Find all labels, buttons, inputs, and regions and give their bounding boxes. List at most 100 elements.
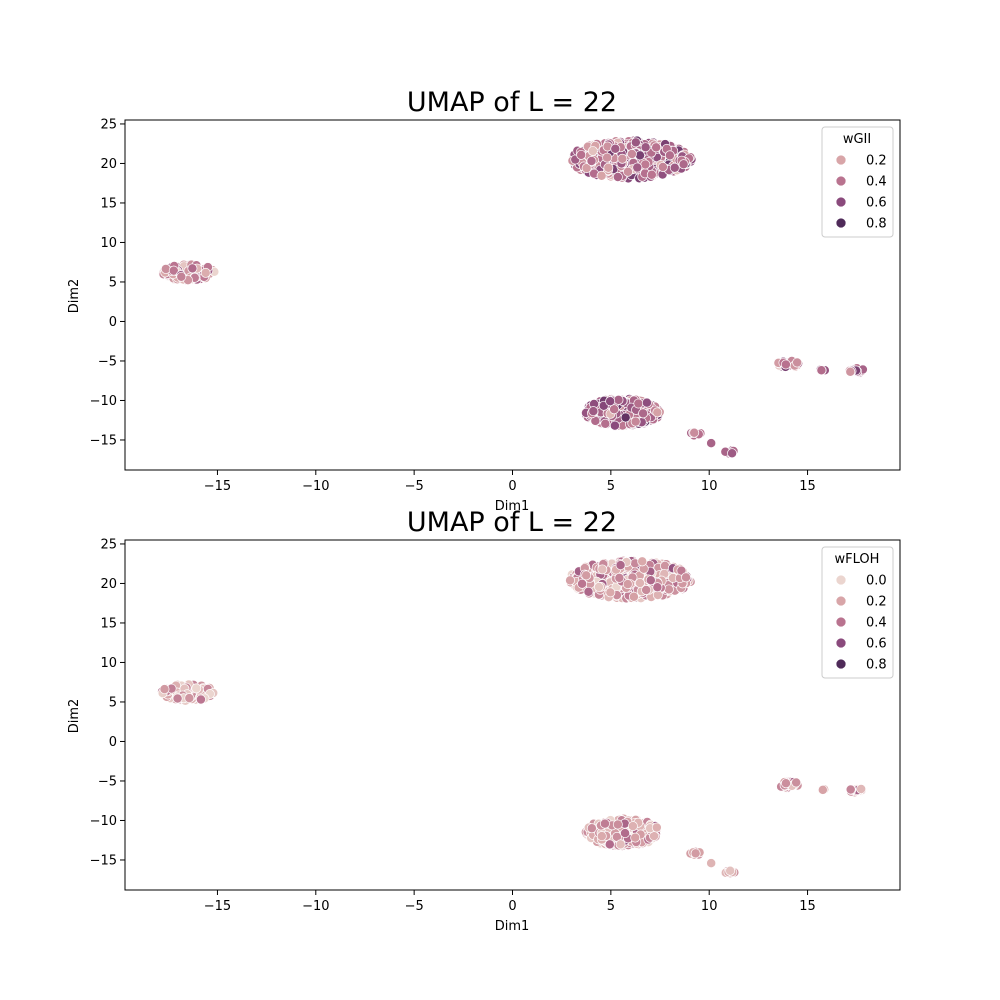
scatter-point — [652, 407, 663, 418]
scatter-points — [157, 555, 867, 879]
scatter-point — [620, 412, 631, 423]
scatter-point — [706, 858, 717, 869]
y-tick-label: 15 — [100, 616, 117, 631]
y-tick-label: 10 — [100, 656, 117, 671]
scatter-point — [577, 578, 588, 589]
scatter-point — [669, 162, 680, 173]
scatter-point — [725, 865, 736, 876]
legend-marker — [835, 196, 847, 208]
x-tick-label: −5 — [405, 479, 424, 494]
y-tick-label: 10 — [100, 236, 117, 251]
y-tick-label: 25 — [100, 117, 117, 132]
scatter-point — [612, 819, 623, 830]
y-tick-label: −5 — [98, 774, 117, 789]
scatter-point — [168, 265, 179, 276]
scatter-point — [609, 420, 620, 431]
scatter-point — [612, 172, 623, 182]
x-tick-label: −15 — [204, 479, 231, 494]
scatter-point — [816, 365, 827, 376]
x-tick-label: 15 — [799, 479, 816, 494]
scatter-point — [576, 149, 587, 160]
scatter-point — [586, 156, 597, 166]
y-tick-label: 20 — [100, 157, 117, 172]
scatter-point — [792, 357, 803, 368]
scatter-point — [628, 591, 639, 602]
x-tick-label: 0 — [508, 899, 516, 914]
scatter-point — [646, 169, 657, 180]
scatter-point — [845, 366, 856, 377]
scatter-point — [613, 394, 624, 405]
scatter-point — [690, 848, 701, 859]
legend-marker — [835, 175, 847, 187]
scatter-point — [617, 153, 628, 164]
chart-title: UMAP of L = 22 — [407, 87, 617, 118]
y-tick-label: −15 — [90, 433, 117, 448]
scatter-point — [605, 587, 616, 598]
x-tick-label: −5 — [405, 899, 424, 914]
scatter-point — [622, 579, 633, 590]
legend-label: 0.4 — [866, 616, 887, 631]
scatter-point — [599, 818, 610, 829]
legend-label: 0.8 — [866, 658, 887, 673]
y-axis: −15 −10 −5 0 5 10 15 20 25 — [90, 537, 125, 868]
scatter-point — [626, 149, 637, 159]
legend-frame — [821, 126, 894, 238]
legend-label: 0.8 — [866, 217, 887, 232]
scatter-point — [689, 427, 700, 438]
scatter-point — [587, 146, 598, 156]
legend-marker — [835, 574, 847, 586]
scatter-point — [191, 683, 202, 694]
scatter-points — [158, 135, 868, 459]
scatter-point — [706, 438, 717, 449]
legend-marker — [835, 595, 847, 607]
y-axis-label: Dim2 — [67, 279, 82, 314]
scatter-point — [678, 159, 689, 170]
legend-marker — [835, 217, 847, 229]
y-tick-label: 20 — [100, 577, 117, 592]
scatter-point — [633, 398, 644, 409]
scatter-point — [817, 784, 828, 795]
scatter-point — [614, 572, 625, 583]
legend-marker — [835, 154, 847, 166]
scatter-point — [791, 777, 802, 788]
scatter-point — [596, 170, 607, 181]
scatter-point — [663, 584, 674, 595]
scatter-point — [627, 821, 638, 832]
legend-label: 0.6 — [866, 637, 887, 652]
scatter-point — [640, 142, 651, 153]
legend: wFLOH 0.0 0.2 0.4 0.6 0.8 — [821, 546, 894, 679]
y-tick-label: −15 — [90, 853, 117, 868]
scatter-point — [604, 839, 615, 850]
scatter-point — [581, 570, 592, 581]
scatter-point — [597, 564, 608, 575]
scatter-point — [638, 408, 649, 419]
scatter-point — [664, 150, 675, 161]
x-tick-label: 0 — [508, 479, 516, 494]
scatter-point — [651, 822, 662, 833]
x-axis-label: Dim1 — [495, 499, 530, 514]
scatter-point — [586, 823, 597, 834]
x-tick-label: −10 — [302, 479, 329, 494]
legend-label: 0.2 — [866, 154, 887, 169]
y-tick-label: 5 — [109, 275, 117, 290]
scatter-point — [623, 166, 633, 177]
scatter-point — [605, 396, 616, 407]
y-axis: −15 −10 −5 0 5 10 15 20 25 — [90, 117, 125, 448]
scatter-point — [620, 828, 631, 839]
legend-marker — [835, 658, 847, 670]
scatter-point — [615, 839, 626, 850]
legend-marker — [835, 637, 847, 649]
scatter-point — [630, 137, 641, 148]
scatter-point — [681, 572, 691, 583]
y-tick-label: −10 — [90, 814, 117, 829]
scatter-point — [780, 359, 791, 370]
x-tick-label: 5 — [607, 899, 615, 914]
scatter-point — [641, 585, 652, 595]
scatter-point — [581, 163, 592, 174]
x-axis: −15 −10 −5 0 5 10 15 — [204, 890, 816, 914]
scatter-point — [594, 582, 604, 592]
legend-title: wGII — [843, 132, 871, 147]
legend-marker — [835, 616, 847, 628]
scatter-point — [630, 416, 641, 427]
